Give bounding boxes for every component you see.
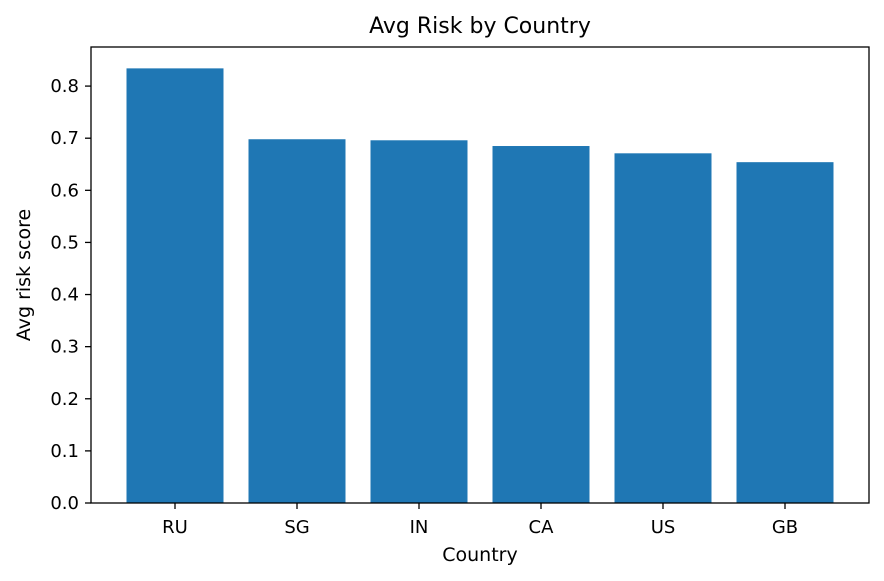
bars-group [126, 68, 834, 504]
bar-gb [736, 162, 834, 503]
bar-in [370, 140, 468, 503]
plot-area-frame [90, 46, 870, 504]
x-tick-label: SG [284, 517, 309, 538]
chart-title: Avg Risk by Country [369, 14, 591, 39]
y-axis-ticks: 0.0 0.1 0.2 0.3 0.4 0.5 0.6 0.7 0.8 [50, 76, 91, 514]
y-tick-label: 0.4 [50, 285, 79, 306]
x-tick-label: US [651, 517, 676, 538]
y-tick-label: 0.3 [50, 337, 79, 358]
y-tick-label: 0.0 [50, 493, 79, 514]
x-tick-label: RU [162, 517, 188, 538]
y-tick-label: 0.2 [50, 389, 79, 410]
x-tick-label: IN [410, 517, 429, 538]
bar-ca [492, 146, 590, 503]
y-tick-label: 0.1 [50, 441, 79, 462]
bar-sg [248, 139, 346, 503]
y-axis-label: Avg risk score [13, 209, 35, 341]
x-axis-ticks: RU SG IN CA US GB [162, 503, 798, 538]
y-tick-label: 0.7 [50, 128, 79, 149]
y-tick-label: 0.6 [50, 180, 79, 201]
x-tick-label: GB [772, 517, 798, 538]
y-tick-label: 0.8 [50, 76, 79, 97]
x-tick-label: CA [529, 517, 555, 538]
bar-ru [126, 68, 224, 504]
x-axis-label: Country [442, 544, 517, 566]
bar-us [614, 153, 712, 503]
y-tick-label: 0.5 [50, 232, 79, 253]
